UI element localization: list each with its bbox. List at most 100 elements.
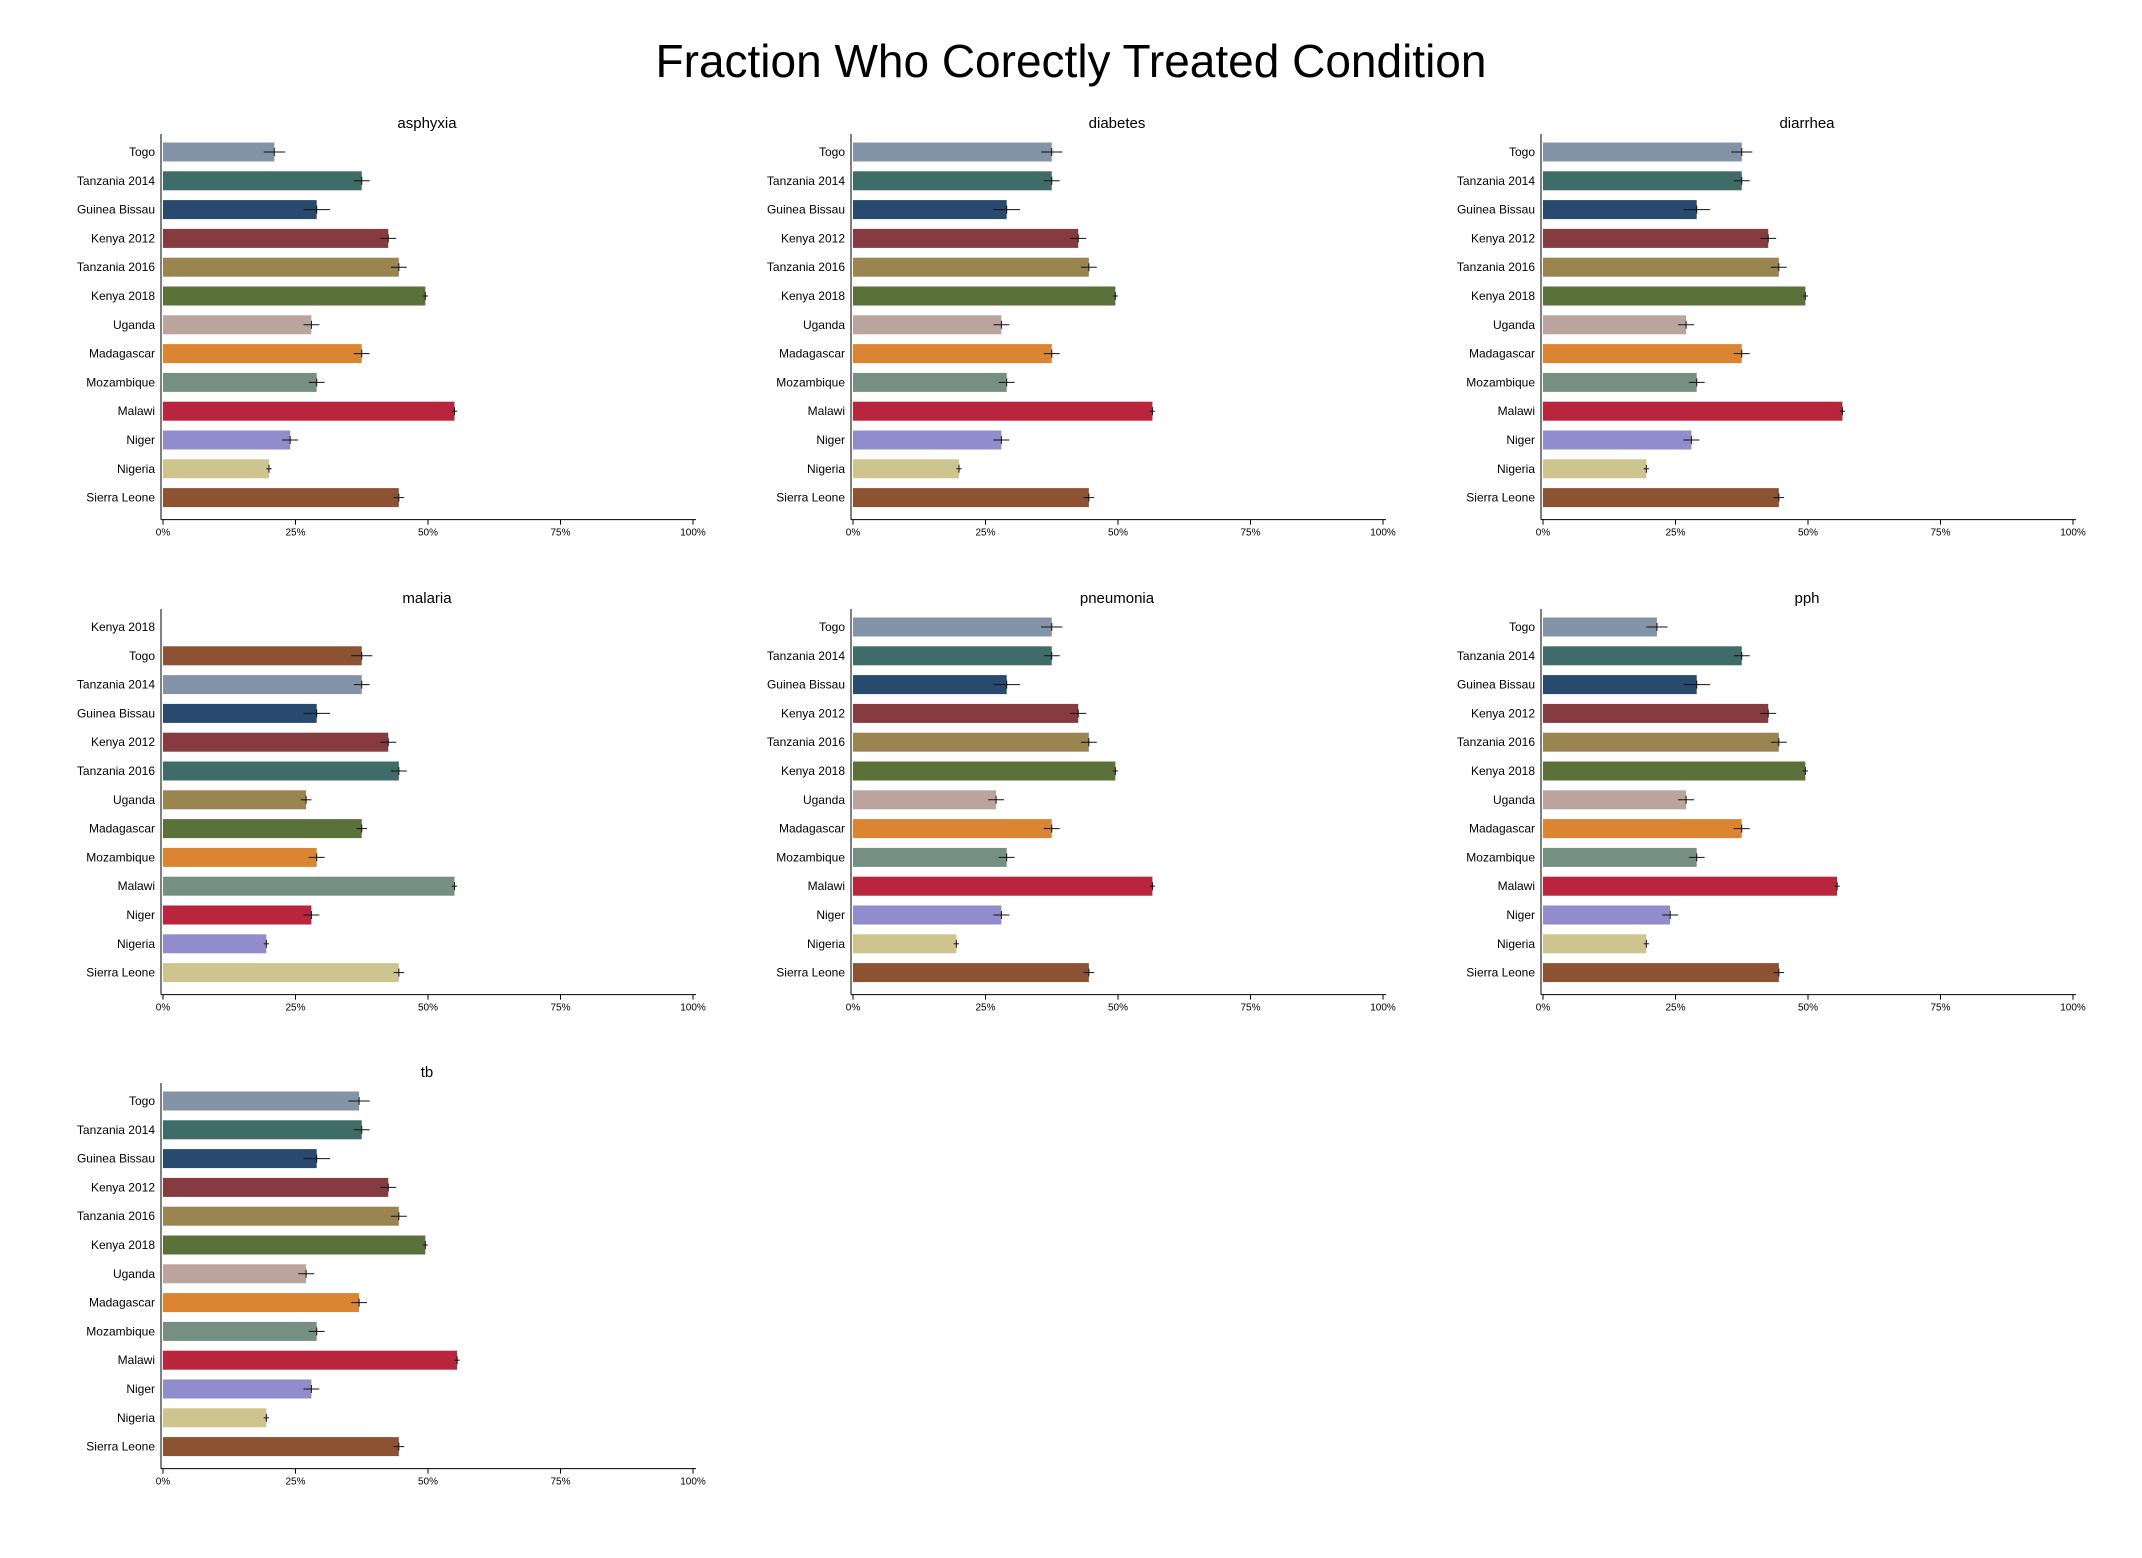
x-tick-label: 0% [156,1003,171,1014]
category-label: Kenya 2012 [91,1180,155,1194]
bar [1543,905,1671,925]
bar [853,646,1052,666]
category-label: Guinea Bissau [77,1152,155,1166]
category-label: Uganda [113,793,155,807]
bar [853,315,1002,335]
chart-panel-tb: tb 0% 25% 50% 75% 100% Togo Tanzania 2014 Guinea… [77,1064,706,1488]
bar [163,675,362,695]
category-label: Madagascar [89,347,155,361]
chart-panel-malaria: malaria 0% 25% 50% 75% 100% Kenya 2018 Togo Tanz… [77,590,706,1014]
category-label: Tanzania 2014 [77,678,155,692]
bar [163,228,389,248]
bar [163,819,362,839]
category-label: Guinea Bissau [1457,678,1535,692]
bar [853,876,1153,896]
bar [1543,228,1769,248]
bar [853,963,1089,983]
bar [1543,876,1838,896]
category-label: Kenya 2018 [781,764,845,778]
panel-title: tb [421,1064,434,1081]
x-tick-label: 100% [680,1477,706,1488]
bar [1543,790,1687,810]
panel-title: malaria [402,590,452,607]
category-label: Tanzania 2016 [767,260,845,274]
category-label: Togo [129,145,155,159]
x-tick-label: 50% [1798,1003,1818,1014]
bar [853,142,1052,162]
category-label: Tanzania 2014 [1457,174,1535,188]
bar [853,344,1052,364]
category-label: Tanzania 2016 [77,260,155,274]
bar [1543,732,1779,752]
category-label: Kenya 2018 [91,620,155,634]
bar [1543,401,1843,421]
bar [1543,761,1806,781]
category-label: Kenya 2018 [1471,764,1535,778]
category-label: Uganda [803,318,845,332]
x-tick-label: 50% [1108,528,1128,539]
bar [163,142,275,162]
bar [163,171,362,191]
category-label: Niger [816,908,845,922]
bar [853,228,1079,248]
category-label: Malawi [1498,404,1535,418]
x-tick-label: 50% [418,528,438,539]
bar [163,315,312,335]
category-label: Kenya 2012 [781,706,845,720]
category-label: Kenya 2018 [91,289,155,303]
category-label: Kenya 2012 [1471,706,1535,720]
category-label: Sierra Leone [1466,491,1535,505]
category-label: Madagascar [89,822,155,836]
bar [1543,963,1779,983]
x-tick-label: 0% [846,1003,861,1014]
bar [853,675,1007,695]
category-label: Tanzania 2016 [77,764,155,778]
chart-panel-asphyxia: asphyxia 0% 25% 50% 75% 100% Togo Tanzania 2014… [77,115,706,539]
category-label: Mozambique [776,850,845,864]
bar [1543,430,1692,450]
bar [1543,257,1779,277]
bar [853,286,1116,306]
category-label: Nigeria [807,937,845,951]
x-tick-label: 25% [975,1003,995,1014]
category-label: Tanzania 2016 [767,735,845,749]
category-label: Niger [816,433,845,447]
bar [163,963,399,983]
x-tick-label: 100% [1370,1003,1396,1014]
category-label: Guinea Bissau [1457,203,1535,217]
chart-panel-diarrhea: diarrhea 0% 25% 50% 75% 100% Togo Tanzania 2014… [1457,115,2086,539]
category-label: Uganda [803,793,845,807]
category-label: Niger [126,908,155,922]
bar [163,344,362,364]
category-label: Nigeria [117,937,155,951]
bar [1543,847,1697,867]
category-label: Kenya 2012 [1471,231,1535,245]
category-label: Guinea Bissau [77,203,155,217]
x-tick-label: 100% [680,1003,706,1014]
category-label: Tanzania 2016 [1457,260,1535,274]
figure-title: Fraction Who Corectly Treated Condition [655,35,1487,87]
category-label: Togo [129,1094,155,1108]
bar [1543,646,1742,666]
bar [1543,934,1647,954]
bar [1543,372,1697,392]
bar [163,1264,307,1284]
panel-title: diabetes [1089,115,1146,132]
bar [853,488,1089,508]
category-label: Madagascar [779,822,845,836]
bar [163,1120,362,1140]
x-tick-label: 25% [285,1477,305,1488]
category-label: Tanzania 2014 [77,1123,155,1137]
category-label: Mozambique [86,375,155,389]
x-tick-label: 25% [285,528,305,539]
bar [853,617,1052,637]
category-label: Tanzania 2014 [77,174,155,188]
category-label: Uganda [1493,318,1535,332]
category-label: Malawi [808,404,845,418]
x-tick-label: 50% [418,1003,438,1014]
x-tick-label: 100% [680,528,706,539]
category-label: Sierra Leone [776,491,845,505]
chart-panel-diabetes: diabetes 0% 25% 50% 75% 100% Togo Tanzania 2014… [767,115,1396,539]
bar [163,1321,317,1341]
bar [163,1379,312,1399]
